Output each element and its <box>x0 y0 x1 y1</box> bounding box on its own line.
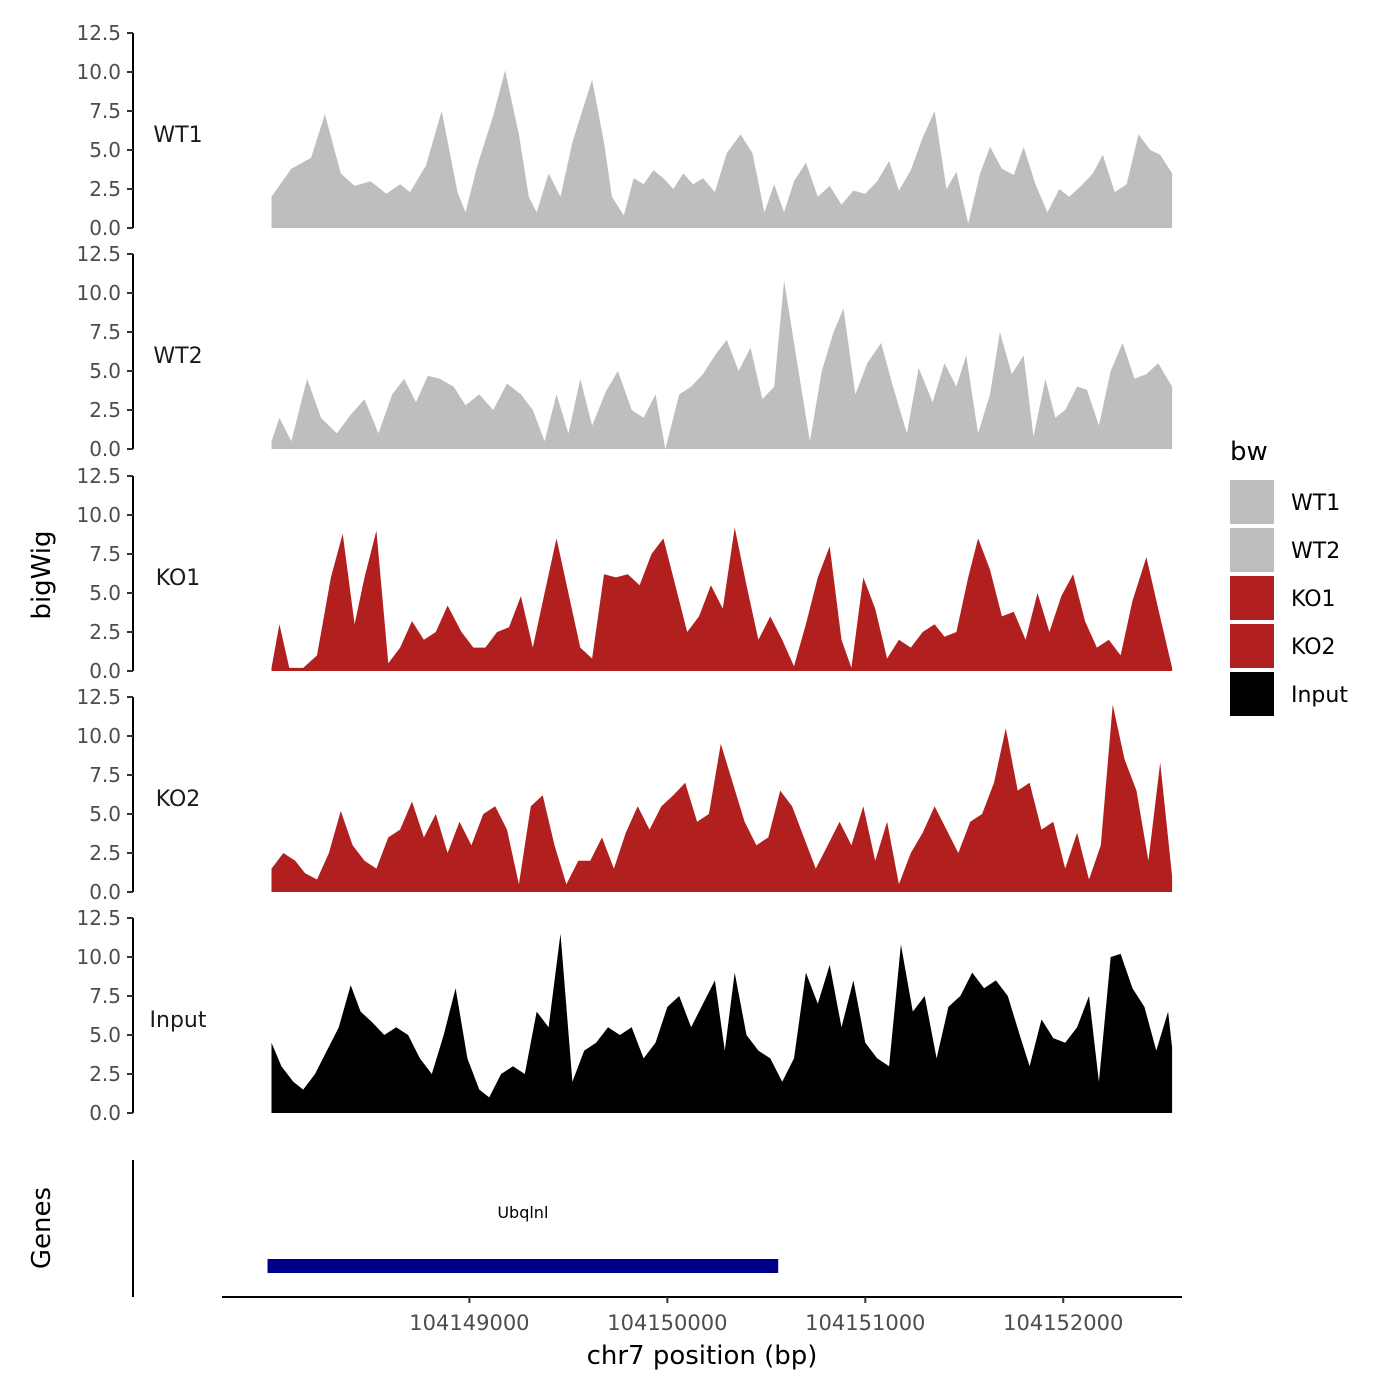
legend-label: KO1 <box>1291 587 1336 612</box>
y-tick-label: 0.0 <box>89 437 121 461</box>
legend-label: Input <box>1291 683 1348 708</box>
y-tick-label: 2.5 <box>89 1062 121 1086</box>
y-tick-label: 0.0 <box>89 659 121 683</box>
y-tick-label: 0.0 <box>89 880 121 904</box>
track-label: KO1 <box>156 566 201 591</box>
y-tick-label: 5.0 <box>89 581 121 605</box>
y-tick-label: 2.5 <box>89 620 121 644</box>
y-tick-label: 5.0 <box>89 802 121 826</box>
track-wt1: 0.0 2.5 5.0 7.5 10.0 12.5 WT1 <box>76 21 1173 240</box>
y-tick-label: 2.5 <box>89 841 121 865</box>
y-tick-label: 5.0 <box>89 1023 121 1047</box>
x-axis: chr7 position (bp) 104149000 104150000 104… <box>222 1296 1182 1371</box>
track-area <box>271 704 1173 892</box>
track-area <box>271 280 1173 449</box>
legend-key <box>1230 624 1274 668</box>
y-tick-label: 0.0 <box>89 1101 121 1125</box>
x-axis-label: chr7 position (bp) <box>587 1341 818 1371</box>
track-wt2: 0.0 2.5 5.0 7.5 10.0 12.5 WT2 <box>76 242 1173 461</box>
y-tick-label: 0.0 <box>89 216 121 240</box>
y-tick-label: 7.5 <box>89 320 121 344</box>
y-tick-label: 5.0 <box>89 138 121 162</box>
y-tick-label: 10.0 <box>76 503 121 527</box>
legend-label: KO2 <box>1291 635 1336 660</box>
x-tick-label: 104151000 <box>805 1311 925 1335</box>
legend-label: WT1 <box>1291 491 1340 516</box>
track-ko1: 0.0 2.5 5.0 7.5 10.0 12.5 KO1 <box>76 464 1173 683</box>
track-label: Input <box>150 1008 207 1033</box>
y-tick-label: 12.5 <box>76 685 121 709</box>
legend-key <box>1230 672 1274 716</box>
legend-key <box>1230 576 1274 620</box>
y-tick-label: 10.0 <box>76 281 121 305</box>
track-area <box>271 933 1173 1113</box>
y-tick-label: 12.5 <box>76 464 121 488</box>
track-input: 0.0 2.5 5.0 7.5 10.0 12.5 Input <box>76 906 1173 1125</box>
legend-key <box>1230 528 1274 572</box>
y-axis-label: bigWig <box>27 530 57 619</box>
y-tick-label: 7.5 <box>89 984 121 1008</box>
x-tick-label: 104150000 <box>607 1311 727 1335</box>
genes-panel: Genes Ubqlnl <box>27 1160 779 1297</box>
legend: bw WT1 WT2 KO1 KO2 Input <box>1230 437 1348 716</box>
genes-axis-label: Genes <box>27 1187 57 1269</box>
y-tick-label: 10.0 <box>76 945 121 969</box>
track-label: KO2 <box>156 787 201 812</box>
y-tick-label: 7.5 <box>89 763 121 787</box>
track-area <box>271 70 1173 229</box>
track-ko2: 0.0 2.5 5.0 7.5 10.0 12.5 KO2 <box>76 685 1173 904</box>
track-label: WT1 <box>153 123 202 148</box>
y-tick-label: 12.5 <box>76 21 121 45</box>
bigwig-tracks: 0.0 2.5 5.0 7.5 10.0 12.5 WT1 0.0 2.5 5.0 7.5 10.0 1… <box>76 21 1173 1125</box>
gene-label: Ubqlnl <box>497 1203 548 1222</box>
x-tick-label: 104152000 <box>1003 1311 1123 1335</box>
legend-title: bw <box>1230 437 1268 467</box>
y-tick-label: 5.0 <box>89 359 121 383</box>
y-tick-label: 7.5 <box>89 99 121 123</box>
track-label: WT2 <box>153 344 202 369</box>
y-tick-label: 10.0 <box>76 724 121 748</box>
y-tick-label: 10.0 <box>76 60 121 84</box>
legend-key <box>1230 480 1274 524</box>
y-tick-label: 2.5 <box>89 398 121 422</box>
y-tick-label: 2.5 <box>89 177 121 201</box>
y-tick-label: 7.5 <box>89 542 121 566</box>
x-tick-label: 104149000 <box>409 1311 529 1335</box>
y-tick-label: 12.5 <box>76 242 121 266</box>
gene-bar <box>267 1259 779 1273</box>
y-tick-label: 12.5 <box>76 906 121 930</box>
track-area <box>271 527 1173 671</box>
legend-label: WT2 <box>1291 539 1340 564</box>
